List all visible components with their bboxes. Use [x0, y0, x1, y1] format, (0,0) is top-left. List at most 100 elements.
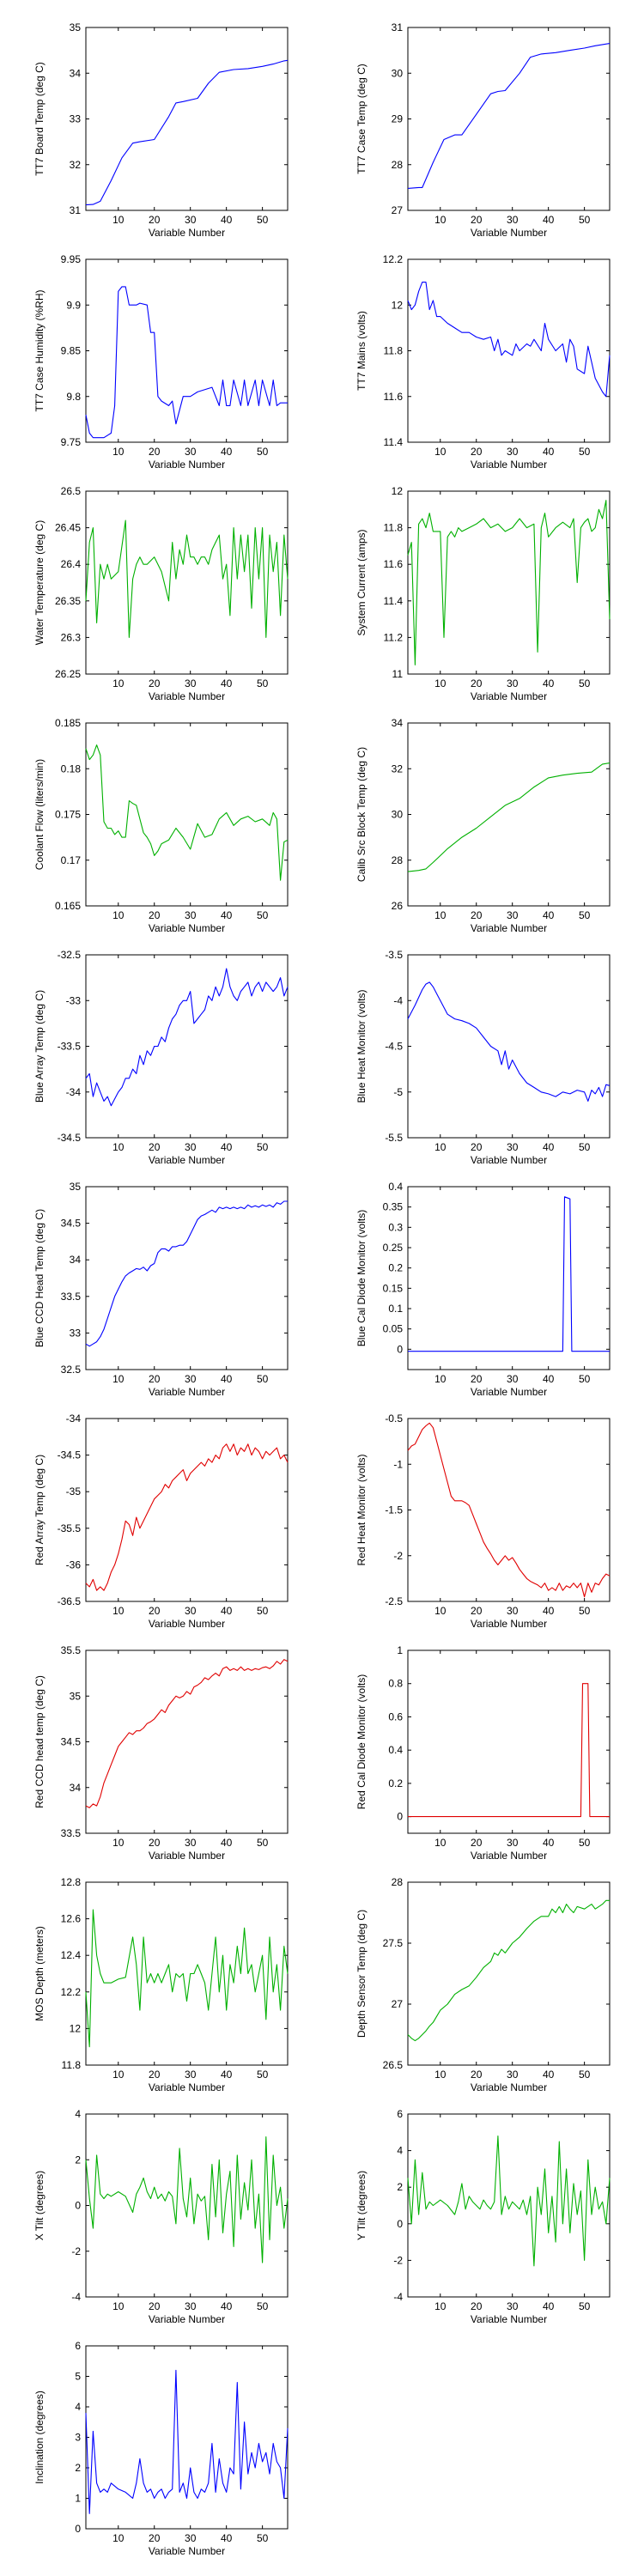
y-tick-label: -4 — [393, 994, 403, 1006]
x-tick-label: 20 — [149, 2069, 161, 2081]
chart-panel-11: 10 20 30 40 50 32.5 33 33.5 34 34.5 35 Variable Num… — [33, 1181, 289, 1398]
y-axis-label: Blue Heat Monitor (volts) — [355, 989, 368, 1103]
x-tick-label: 40 — [543, 446, 555, 458]
chart-panel-4: 10 20 30 40 50 11.4 11.6 11.8 12 12.2 Variable Num… — [355, 253, 611, 471]
x-axis-label: Variable Number — [149, 1850, 225, 1862]
x-tick-label: 10 — [112, 1373, 125, 1385]
y-tick-label: 34 — [70, 1254, 82, 1266]
x-tick-label: 20 — [149, 1373, 161, 1385]
chart-panel-8: 10 20 30 40 50 26 28 30 32 34 Variable Number Calib… — [355, 717, 611, 934]
y-tick-label: 27.5 — [383, 1937, 404, 1949]
x-tick-label: 30 — [185, 909, 197, 921]
y-tick-label: 12 — [392, 485, 404, 497]
x-tick-label: 50 — [257, 2532, 269, 2544]
x-tick-label: 10 — [434, 1605, 447, 1617]
x-tick-label: 20 — [471, 677, 483, 690]
y-axis-label: TT7 Mains (volts) — [355, 311, 368, 391]
x-tick-label: 20 — [149, 1141, 161, 1153]
y-tick-label: 35 — [70, 21, 82, 33]
y-tick-label: 30 — [392, 809, 404, 821]
y-tick-label: -36 — [66, 1558, 82, 1571]
y-axis-label: System Current (amps) — [355, 529, 368, 635]
x-tick-label: 30 — [185, 2532, 197, 2544]
y-tick-label: 26.35 — [55, 595, 81, 607]
y-tick-label: 9.95 — [61, 253, 82, 265]
y-tick-label: 0 — [75, 2200, 81, 2212]
x-tick-label: 10 — [112, 214, 125, 226]
x-tick-label: 10 — [112, 1837, 125, 1849]
plot-frame — [85, 954, 289, 1139]
y-axis-label: TT7 Case Temp (deg C) — [355, 64, 368, 174]
x-tick-label: 20 — [471, 1605, 483, 1617]
x-tick-label: 20 — [471, 909, 483, 921]
y-tick-label: -2 — [71, 2245, 81, 2257]
x-tick-label: 40 — [221, 446, 233, 458]
x-tick-label: 50 — [579, 677, 591, 690]
y-tick-label: 26.5 — [383, 2059, 404, 2071]
x-tick-label: 50 — [257, 677, 269, 690]
y-tick-label: 12.6 — [61, 1913, 82, 1925]
x-tick-label: 40 — [221, 1605, 233, 1617]
y-axis-label: MOS Depth (meters) — [33, 1926, 46, 2021]
x-tick-label: 10 — [434, 677, 447, 690]
y-tick-label: -5.5 — [385, 1132, 403, 1144]
x-tick-label: 20 — [149, 1605, 161, 1617]
y-tick-label: 28 — [392, 1876, 404, 1888]
series-line — [407, 43, 611, 189]
x-tick-label: 10 — [434, 2300, 447, 2312]
plot-frame — [407, 2113, 611, 2298]
y-tick-label: 35.5 — [61, 1644, 82, 1656]
y-tick-label: 28 — [392, 159, 404, 171]
x-tick-label: 30 — [507, 1605, 519, 1617]
x-tick-label: 30 — [507, 909, 519, 921]
plot-frame — [407, 490, 611, 675]
y-tick-label: 0.165 — [55, 900, 81, 912]
y-tick-label: 0 — [75, 2523, 81, 2535]
series-line — [85, 744, 289, 881]
y-tick-label: -32.5 — [58, 949, 82, 961]
y-tick-label: 12 — [70, 2022, 82, 2034]
y-tick-label: -5 — [393, 1086, 403, 1098]
plot-frame — [407, 1186, 611, 1370]
y-tick-label: 11.6 — [384, 558, 404, 570]
y-tick-label: 32 — [70, 159, 82, 171]
y-axis-label: Y Tilt (degrees) — [355, 2171, 368, 2240]
x-axis-label: Variable Number — [471, 2313, 547, 2325]
x-axis-label: Variable Number — [471, 459, 547, 471]
x-tick-label: 20 — [149, 2300, 161, 2312]
y-tick-label: -1.5 — [385, 1504, 403, 1516]
chart-panel-3: 10 20 30 40 50 9.75 9.8 9.85 9.9 9.95 Variable Num… — [33, 253, 289, 471]
chart-panel-12: 10 20 30 40 50 0 0.05 0.1 0.15 0.2 0.25 0.3 0.35 0.4 V… — [355, 1181, 611, 1398]
y-tick-label: 0.1 — [388, 1303, 403, 1315]
y-tick-label: 26 — [392, 900, 404, 912]
y-tick-label: 0.15 — [383, 1282, 404, 1294]
y-tick-label: 12.2 — [61, 1986, 82, 1998]
y-tick-label: -35 — [66, 1485, 82, 1498]
y-tick-label: 33 — [70, 113, 82, 125]
chart-panel-6: 10 20 30 40 50 11 11.2 11.4 11.6 11.8 12 Variable N… — [355, 485, 611, 702]
x-tick-label: 20 — [471, 2300, 483, 2312]
x-tick-label: 50 — [579, 2300, 591, 2312]
x-tick-label: 10 — [434, 214, 447, 226]
x-tick-label: 40 — [221, 2532, 233, 2544]
y-tick-label: 12.8 — [61, 1876, 82, 1888]
plot-frame — [85, 1418, 289, 1602]
series-line — [85, 1659, 289, 1808]
chart-panel-2: 10 20 30 40 50 27 28 29 30 31 Variable Number TT7 C… — [355, 21, 611, 239]
x-tick-label: 40 — [221, 1837, 233, 1849]
y-tick-label: 33.5 — [61, 1827, 82, 1839]
series-line — [407, 282, 611, 398]
y-axis-label: Coolant Flow (liters/min) — [33, 759, 46, 870]
x-tick-label: 40 — [221, 2069, 233, 2081]
y-tick-label: 26.45 — [55, 522, 81, 534]
plot-frame — [85, 1881, 289, 2066]
x-tick-label: 40 — [221, 2300, 233, 2312]
x-tick-label: 30 — [185, 1605, 197, 1617]
y-tick-label: 9.85 — [61, 345, 82, 357]
x-tick-label: 50 — [579, 1837, 591, 1849]
series-line — [407, 2136, 611, 2267]
y-tick-label: 0 — [397, 2218, 403, 2230]
x-tick-label: 50 — [257, 214, 269, 226]
y-axis-label: TT7 Board Temp (deg C) — [33, 62, 46, 176]
x-tick-label: 40 — [543, 214, 555, 226]
